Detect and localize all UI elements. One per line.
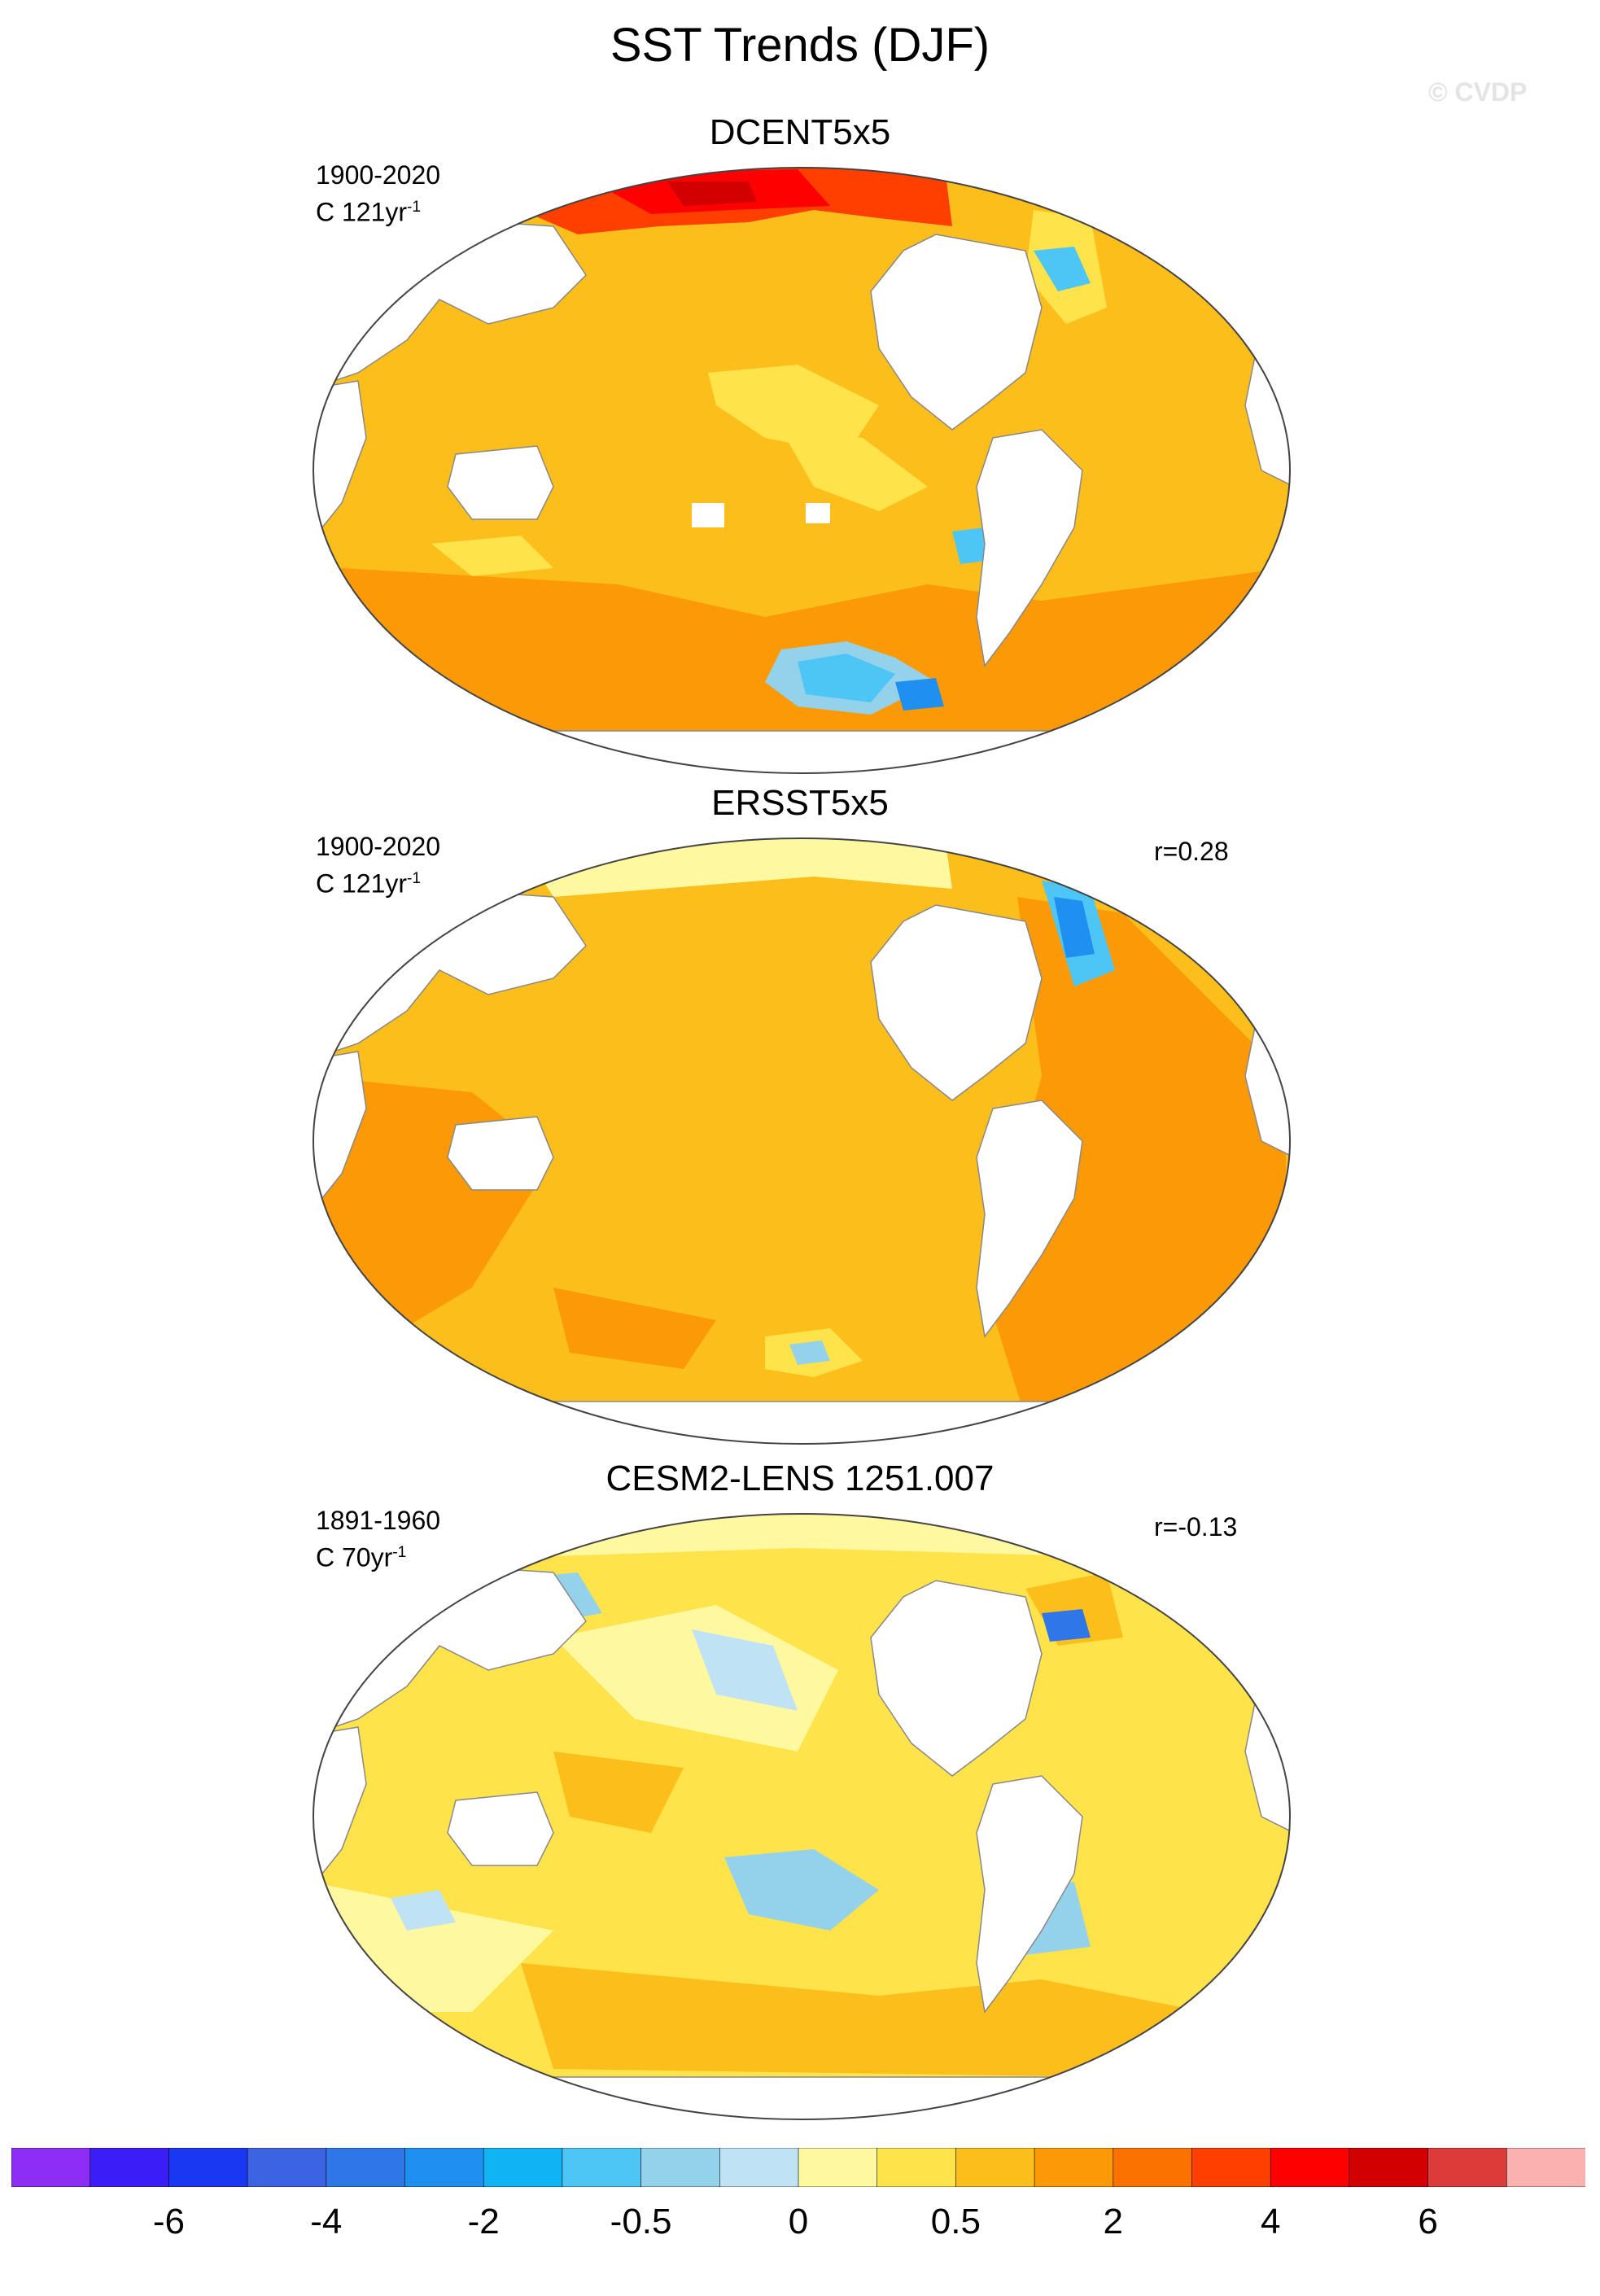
colorbar-swatch — [877, 2148, 957, 2187]
units-sup: -1 — [392, 1544, 407, 1561]
sst-map-ersst — [309, 832, 1294, 1450]
colorbar-tick-label: 0 — [788, 2202, 809, 2241]
colorbar-tick-label: 0.5 — [930, 2202, 981, 2241]
units-sup: -1 — [407, 870, 422, 887]
colorbar-swatch — [955, 2148, 1035, 2187]
colorbar-tick-label: -4 — [310, 2202, 343, 2241]
panel-title: CESM2-LENS 1251.007 — [605, 1459, 995, 1498]
colorbar-swatch — [247, 2148, 327, 2187]
sst-map-cesm2 — [309, 1507, 1294, 2126]
units-label: C 121yr-1 — [316, 863, 440, 900]
panel-title: ERSST5x5 — [711, 783, 889, 823]
colorbar-swatch — [90, 2148, 170, 2187]
colorbar-swatches — [11, 2148, 1585, 2187]
colorbar-swatch — [719, 2148, 799, 2187]
colorbar-swatch — [404, 2148, 484, 2187]
units-value: 121yr — [342, 197, 408, 227]
colorbar-ticks: -6 -4 -2 -0.5 0 0.5 2 4 6 — [11, 2202, 1585, 2250]
period-label: 1900-2020 C 121yr-1 — [316, 159, 440, 229]
colorbar-swatch — [1034, 2148, 1114, 2187]
sst-map-dcent — [309, 161, 1294, 780]
period-years: 1891-1960 — [316, 1506, 441, 1535]
colorbar-swatch — [798, 2148, 878, 2187]
period-label: 1900-2020 C 121yr-1 — [316, 830, 440, 900]
colorbar-swatch — [1270, 2148, 1350, 2187]
colorbar — [11, 2148, 1585, 2187]
period-label: 1891-1960 C 70yr-1 — [316, 1504, 440, 1574]
colorbar-swatch — [1349, 2148, 1429, 2187]
units-label: C 121yr-1 — [316, 191, 440, 229]
units-value: 70yr — [342, 1542, 393, 1572]
period-years: 1900-2020 — [316, 832, 441, 861]
colorbar-swatch — [11, 2148, 91, 2187]
colorbar-swatch — [1427, 2148, 1508, 2187]
colorbar-tick-label: -2 — [467, 2202, 500, 2241]
colorbar-swatch — [483, 2148, 563, 2187]
colorbar-swatch — [326, 2148, 406, 2187]
units-prefix: C — [316, 868, 342, 899]
units-sup: -1 — [407, 199, 422, 216]
colorbar-tick-label: 4 — [1260, 2202, 1281, 2241]
watermark: © CVDP — [1428, 77, 1528, 107]
figure-title: SST Trends (DJF) — [610, 19, 990, 72]
correlation-label: r=-0.13 — [1154, 1512, 1238, 1542]
panel-title: DCENT5x5 — [709, 112, 891, 152]
units-prefix: C — [316, 197, 342, 227]
colorbar-tick-label: 2 — [1103, 2202, 1124, 2241]
units-prefix: C — [316, 1542, 342, 1572]
units-label: C 70yr-1 — [316, 1537, 440, 1574]
colorbar-swatch — [1113, 2148, 1193, 2187]
colorbar-tick-label: -6 — [152, 2202, 185, 2241]
units-value: 121yr — [342, 868, 408, 899]
period-years: 1900-2020 — [316, 160, 441, 190]
colorbar-tick-label: 6 — [1418, 2202, 1438, 2241]
colorbar-swatch — [1506, 2148, 1585, 2187]
correlation-label: r=0.28 — [1154, 837, 1229, 866]
colorbar-swatch — [168, 2148, 248, 2187]
colorbar-swatch — [1191, 2148, 1271, 2187]
colorbar-swatch — [640, 2148, 721, 2187]
colorbar-tick-label: -0.5 — [610, 2202, 672, 2241]
colorbar-swatch — [562, 2148, 642, 2187]
